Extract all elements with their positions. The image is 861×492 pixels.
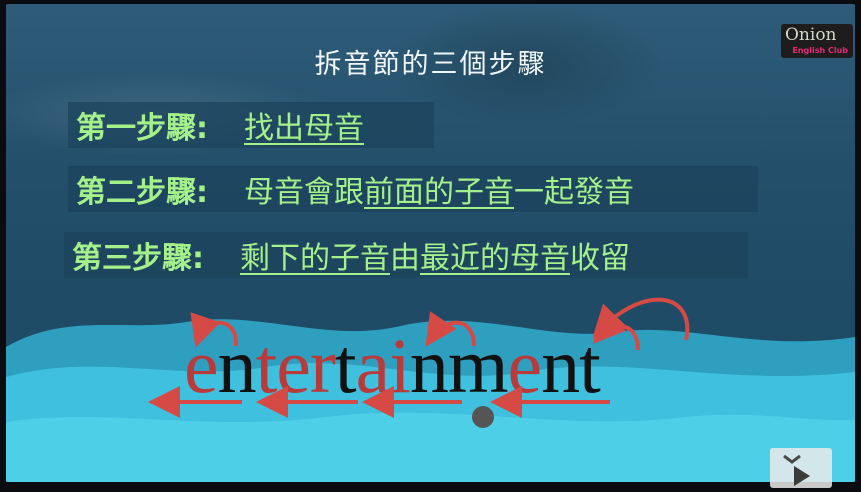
curved-arrow-icon <box>190 312 239 348</box>
curved-arrow-icon <box>425 311 476 347</box>
step-3-text-d: 收留 <box>570 241 630 276</box>
step-3-text-a: 剩下的子音 <box>240 241 390 276</box>
video-frame[interactable]: 拆音節的三個步驟 第一步驟: 找出母音 第二步驟: 母音會跟 前面的子音 一起發… <box>6 4 855 482</box>
logo-club: English Club <box>792 46 848 55</box>
step-1-text: 找出母音 <box>244 111 364 146</box>
step-2-text-b: 前面的子音 <box>364 175 514 210</box>
slide-title: 拆音節的三個步驟 <box>314 49 547 80</box>
curved-arrow-icon <box>592 309 640 351</box>
step-3-text-c: 最近的母音 <box>420 241 570 276</box>
logo-name: Onion <box>785 25 837 45</box>
play-icon <box>783 454 810 486</box>
play-button[interactable] <box>770 448 832 488</box>
cursor-dot-icon <box>472 406 494 428</box>
letter: t <box>579 322 601 409</box>
step-2-label: 第二步驟: <box>76 175 208 210</box>
annotation-arrows <box>148 297 690 428</box>
step-3-label: 第三步驟: <box>72 241 204 276</box>
wave-background <box>6 319 855 482</box>
curved-arrow-icon <box>592 297 690 341</box>
letter: n <box>541 322 580 409</box>
step-1-label: 第一步驟: <box>76 111 208 146</box>
channel-logo: Onion English Club <box>781 24 853 58</box>
letter: t <box>334 322 357 409</box>
step-2-text-c: 一起發音 <box>514 175 634 210</box>
step-3: 第三步驟: 剩下的子音 由 最近的母音 收留 <box>64 232 748 278</box>
step-2-text-a: 母音會跟 <box>244 175 364 210</box>
step-3-text-b: 由 <box>390 241 420 276</box>
step-1: 第一步驟: 找出母音 <box>68 102 434 148</box>
letter: r <box>309 322 336 409</box>
example-word: entertainment <box>184 327 601 405</box>
step-2: 第二步驟: 母音會跟 前面的子音 一起發音 <box>68 166 758 212</box>
letter: t <box>255 322 278 409</box>
letter: i <box>389 322 411 409</box>
